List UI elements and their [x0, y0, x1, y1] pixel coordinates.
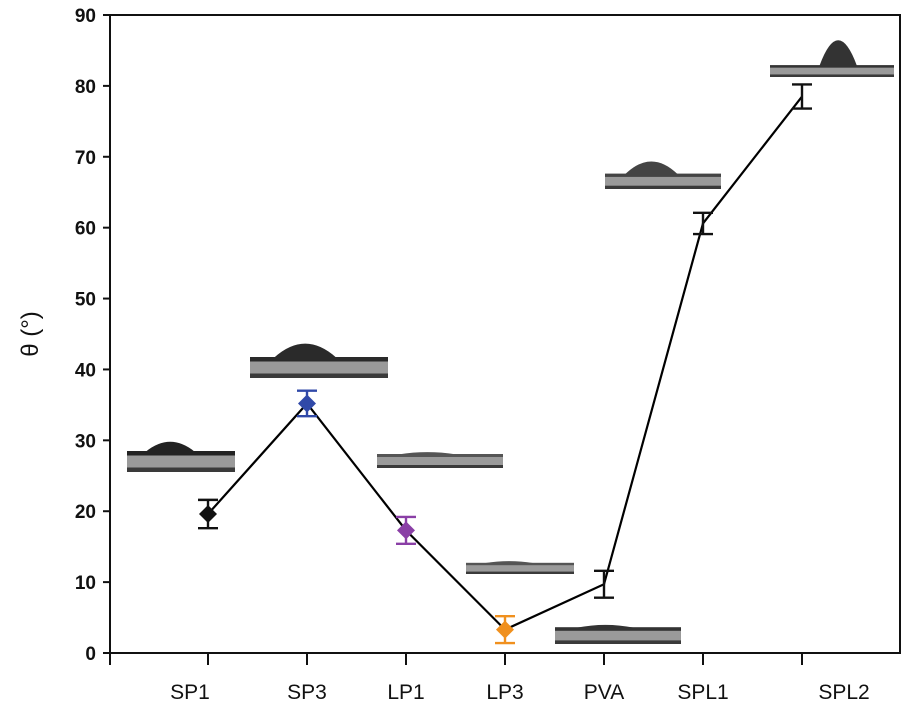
- substrate-base: [555, 640, 681, 644]
- substrate: [555, 628, 681, 644]
- series: [198, 83, 812, 645]
- data-point-lp1: [396, 515, 416, 546]
- y-tick-label: 40: [75, 360, 96, 381]
- data-point-lp3: [495, 614, 515, 645]
- axes: 0 10 20 30 40 50 60 70 80 90 SP1 SP3 LP1 LP3 PVA SPL1 SP…: [75, 6, 901, 704]
- substrate-edge: [466, 562, 574, 566]
- x-tick-label: SPL1: [677, 681, 728, 704]
- droplet-image: [466, 561, 574, 574]
- substrate-base: [770, 74, 894, 77]
- substrate: [250, 358, 388, 378]
- droplet: [399, 452, 456, 455]
- plot-frame: [109, 14, 901, 654]
- x-tick-label: SP3: [287, 681, 327, 704]
- x-tick-label: LP1: [387, 681, 424, 704]
- y-axis-label: θ (°): [17, 311, 44, 357]
- droplet: [145, 441, 195, 452]
- substrate-edge: [127, 451, 235, 456]
- diamond-marker: [298, 394, 316, 413]
- substrate-base: [127, 467, 235, 472]
- substrate-edge: [250, 357, 388, 362]
- droplet-image: [605, 161, 721, 189]
- y-tick-label: 30: [75, 431, 96, 452]
- substrate-base: [377, 465, 503, 468]
- y-tick-label: 70: [75, 148, 96, 169]
- substrate-edge: [377, 454, 503, 457]
- droplet-image: [127, 441, 235, 472]
- y-tick-label: 20: [75, 502, 96, 523]
- substrate: [770, 65, 894, 77]
- data-point-sp3: [297, 389, 317, 418]
- droplet-images: [127, 40, 894, 644]
- droplet: [274, 343, 337, 358]
- droplet-image: [377, 452, 503, 468]
- y-tick-label: 80: [75, 77, 96, 98]
- diamond-marker: [496, 620, 514, 639]
- y-tick-label: 90: [75, 6, 96, 27]
- substrate: [377, 455, 503, 468]
- diamond-marker: [397, 521, 415, 540]
- data-point-spl1: [693, 211, 713, 236]
- substrate-base: [466, 571, 574, 574]
- x-tick-label: SPL2: [818, 681, 869, 704]
- data-point-spl2: [792, 83, 812, 110]
- substrate-edge: [770, 65, 894, 68]
- data-point-sp1: [198, 498, 218, 530]
- y-tick-label: 60: [75, 219, 96, 240]
- droplet: [484, 561, 534, 564]
- droplet: [625, 161, 678, 175]
- data-point-pva: [594, 569, 614, 599]
- droplet-image: [555, 624, 681, 644]
- diamond-marker: [199, 505, 217, 524]
- substrate-base: [605, 185, 721, 189]
- y-tick-label: 0: [85, 644, 96, 665]
- y-tick-label: 10: [75, 573, 96, 594]
- substrate: [127, 452, 235, 472]
- droplet-image: [250, 343, 388, 378]
- substrate: [605, 174, 721, 189]
- y-tick-label: 50: [75, 290, 96, 311]
- x-tick-label: LP3: [486, 681, 523, 704]
- substrate: [466, 563, 574, 574]
- x-tick-label: PVA: [584, 681, 624, 704]
- substrate-edge: [605, 173, 721, 177]
- substrate-base: [250, 373, 388, 378]
- substrate-edge: [555, 627, 681, 631]
- droplet: [819, 40, 857, 66]
- x-tick-label: SP1: [170, 681, 210, 704]
- droplet-image: [770, 40, 894, 77]
- droplet: [577, 624, 634, 628]
